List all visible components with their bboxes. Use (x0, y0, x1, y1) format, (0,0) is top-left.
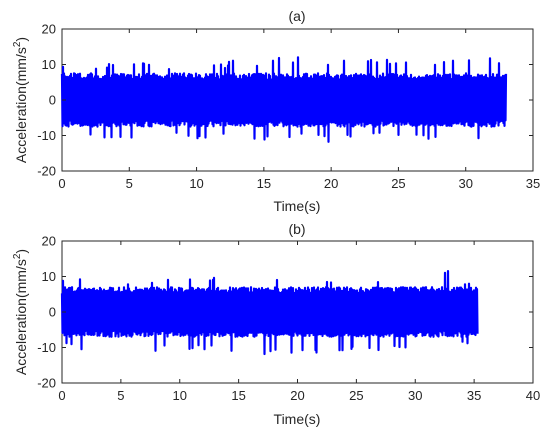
panel-a-x-axis-label: Time(s) (274, 198, 321, 214)
y-tick-label: -10 (37, 340, 56, 355)
y-tick-label: 20 (42, 22, 56, 37)
panel-b-x-axis-label: Time(s) (274, 411, 321, 427)
panel-a: (a) 0 5 10 15 20 25 30 35 -20 -10 0 10 20 Time(s) Ac… (12, 8, 540, 214)
y-tick-label: -20 (37, 164, 56, 179)
y-tick-label: 10 (42, 269, 56, 284)
panel-a-y-axis-label-suffix: ) (13, 37, 29, 42)
x-tick-label: 10 (189, 176, 203, 191)
y-tick-label: 20 (42, 234, 56, 249)
x-tick-label: 0 (58, 388, 65, 403)
y-tick-label: 0 (49, 305, 56, 320)
x-tick-label: 5 (117, 388, 124, 403)
y-tick-label: -20 (37, 376, 56, 391)
y-tick-label: -10 (37, 128, 56, 143)
acceleration-series-line (60, 270, 479, 356)
panel-b-y-axis-label: Acceleration(mm/s2) (12, 249, 29, 375)
panel-b-y-axis-label-suffix: ) (13, 249, 29, 254)
x-tick-label: 40 (526, 388, 540, 403)
x-tick-label: 35 (526, 176, 540, 191)
panel-a-y-axis-label-sup: 2 (12, 41, 23, 47)
x-tick-label: 35 (467, 388, 481, 403)
x-tick-label: 15 (257, 176, 271, 191)
x-tick-label: 20 (324, 176, 338, 191)
panel-a-title: (a) (288, 8, 305, 24)
y-tick-label: 10 (42, 57, 56, 72)
y-tick-label: 0 (49, 93, 56, 108)
x-tick-label: 0 (58, 176, 65, 191)
panel-b-y-axis-label-sup: 2 (12, 253, 23, 259)
panel-a-y-axis-label-main: Acceleration(mm/s (13, 47, 29, 163)
x-tick-label: 15 (231, 388, 245, 403)
x-tick-label: 25 (391, 176, 405, 191)
x-tick-label: 30 (458, 176, 472, 191)
x-tick-label: 30 (408, 388, 422, 403)
x-tick-label: 5 (126, 176, 133, 191)
panel-a-y-axis-label: Acceleration(mm/s2) (12, 37, 29, 163)
panel-b-series (60, 270, 479, 356)
panel-a-ticks: 0 5 10 15 20 25 30 35 -20 -10 0 10 20 (37, 22, 540, 192)
panel-a-series (60, 56, 508, 143)
acceleration-series-line (60, 56, 508, 143)
x-tick-label: 20 (290, 388, 304, 403)
x-tick-label: 25 (349, 388, 363, 403)
panel-b-y-axis-label-main: Acceleration(mm/s (13, 259, 29, 375)
x-tick-label: 10 (173, 388, 187, 403)
panel-b-title: (b) (288, 221, 305, 237)
panel-b-ticks: 0 5 10 15 20 25 30 35 40 -20 -10 0 10 20 (37, 234, 540, 404)
